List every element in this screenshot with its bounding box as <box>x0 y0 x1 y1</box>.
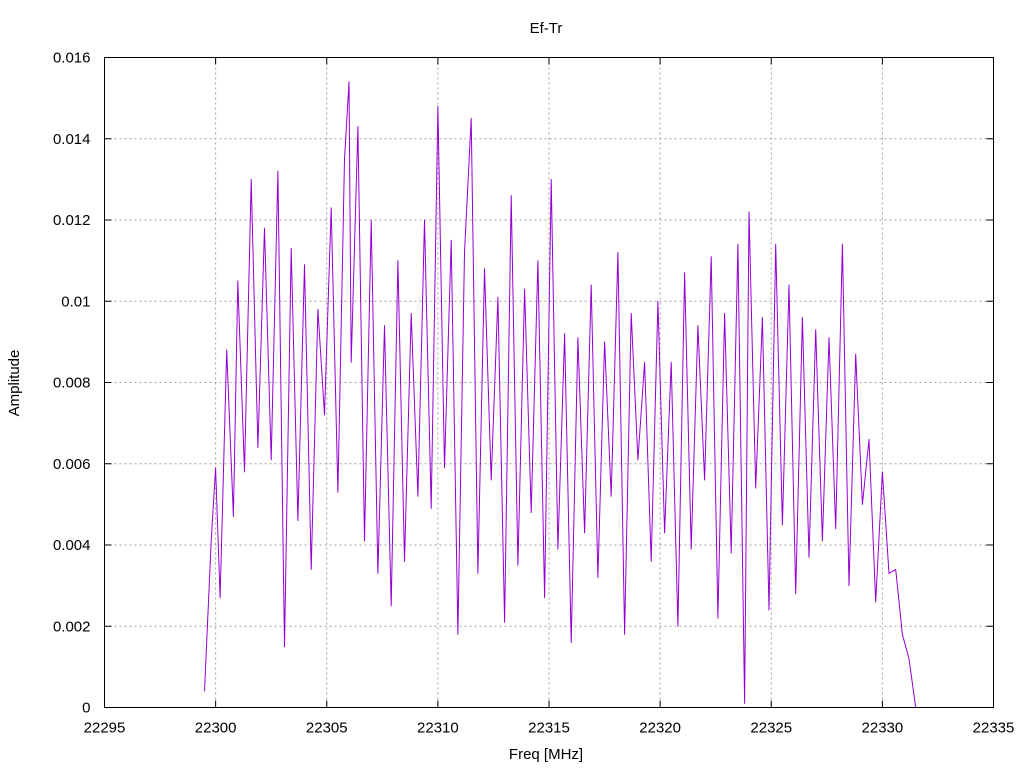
y-tick-label: 0.006 <box>53 456 91 473</box>
series-line <box>204 81 917 708</box>
y-tick-label: 0.012 <box>53 212 91 229</box>
y-axis-label: Amplitude <box>6 350 23 417</box>
x-tick-label: 22310 <box>417 720 459 737</box>
x-tick-label: 22295 <box>84 720 126 737</box>
x-axis-label: Freq [MHz] <box>509 746 583 763</box>
x-tick-label: 22330 <box>862 720 904 737</box>
y-tick-labels: 0 0.002 0.004 0.006 0.008 0.01 0.012 0.014 0.016 <box>53 50 91 717</box>
series-layer <box>204 81 917 708</box>
axis-ticks <box>104 57 994 708</box>
y-tick-label: 0.014 <box>53 131 91 148</box>
y-tick-label: 0.01 <box>61 293 90 310</box>
chart-title: Ef-Tr <box>530 20 563 37</box>
y-tick-label: 0.016 <box>53 50 91 67</box>
x-tick-labels: 22295 22300 22305 22310 22315 22320 22325 22330… <box>84 720 1015 737</box>
x-tick-label: 22305 <box>306 720 348 737</box>
x-tick-label: 22300 <box>195 720 237 737</box>
x-tick-label: 22315 <box>528 720 570 737</box>
y-tick-label: 0.002 <box>53 618 91 635</box>
grid <box>104 57 994 708</box>
x-tick-label: 22320 <box>639 720 681 737</box>
y-tick-label: 0 <box>82 700 90 717</box>
y-tick-label: 0.004 <box>53 537 91 554</box>
y-tick-label: 0.008 <box>53 375 91 392</box>
x-tick-label: 22325 <box>750 720 792 737</box>
x-tick-label: 22335 <box>973 720 1015 737</box>
